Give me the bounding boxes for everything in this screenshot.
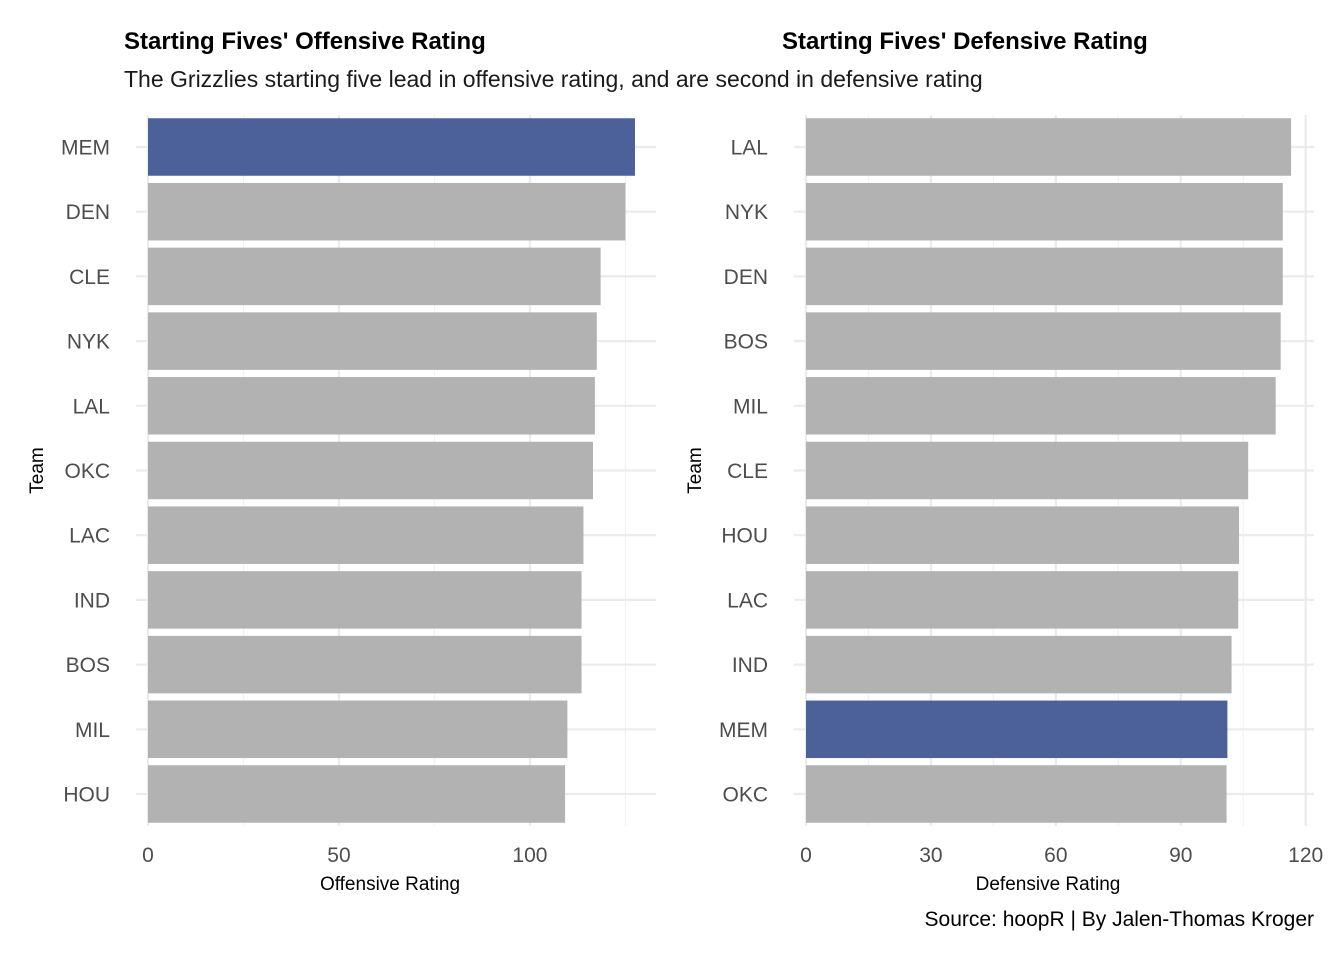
defensive-rating-panel: 0 30 60 90 120 LAL NYK DEN BOS MIL CLE HOU LAC IND MEM…: [685, 115, 1323, 895]
offensive-bar-nyk: [148, 312, 597, 370]
defensive-bar-mem: [806, 700, 1228, 759]
offensive-bar-mil: [148, 700, 568, 759]
defensive-bar-ind: [806, 635, 1232, 694]
offensive-x-tick-label: 50: [327, 844, 350, 867]
offensive-y-tick-label: NYK: [67, 331, 110, 354]
defensive-x-tick-label: 120: [1288, 844, 1323, 867]
defensive-chart-title: Starting Fives' Defensive Rating: [782, 28, 1148, 55]
offensive-chart-title: Starting Fives' Offensive Rating: [124, 28, 486, 55]
offensive-y-tick-label: MIL: [75, 719, 110, 742]
defensive-bar-hou: [806, 506, 1240, 564]
chart-caption: Source: hoopR | By Jalen-Thomas Kroger: [925, 908, 1314, 931]
defensive-y-tick-label: HOU: [721, 525, 768, 548]
offensive-bar-lac: [148, 506, 584, 564]
defensive-bar-lac: [806, 571, 1239, 629]
offensive-bar-okc: [148, 441, 593, 500]
defensive-bar-lal: [806, 118, 1292, 176]
offensive-bar-mem: [148, 118, 635, 176]
offensive-bar-cle: [148, 247, 601, 306]
defensive-bar-cle: [806, 441, 1249, 500]
defensive-bar-okc: [806, 765, 1227, 823]
offensive-y-tick-label: BOS: [66, 654, 110, 677]
defensive-bar-mil: [806, 377, 1276, 435]
offensive-x-axis-label: Offensive Rating: [320, 874, 460, 895]
defensive-y-tick-label: IND: [732, 654, 768, 677]
defensive-y-tick-label: CLE: [727, 460, 768, 483]
offensive-y-axis-label: Team: [27, 447, 48, 493]
offensive-y-tick-label: HOU: [63, 784, 110, 807]
offensive-bar-hou: [148, 765, 566, 823]
defensive-y-tick-label: OKC: [722, 784, 768, 807]
offensive-rating-panel: 0 50 100 MEM DEN CLE NYK LAL OKC LAC IND BOS MIL HOU O…: [27, 115, 656, 895]
offensive-x-tick-label: 100: [512, 844, 547, 867]
defensive-x-tick-label: 90: [1169, 844, 1192, 867]
offensive-bar-lal: [148, 377, 595, 435]
defensive-y-tick-label: DEN: [724, 266, 768, 289]
offensive-y-tick-label: DEN: [66, 201, 110, 224]
defensive-y-tick-label: MEM: [719, 719, 768, 742]
defensive-y-tick-label: NYK: [725, 201, 768, 224]
offensive-bar-ind: [148, 571, 582, 629]
offensive-y-tick-label: OKC: [64, 460, 110, 483]
offensive-y-tick-label: CLE: [69, 266, 110, 289]
defensive-bar-den: [806, 247, 1283, 306]
offensive-y-tick-label: LAL: [73, 395, 110, 418]
offensive-y-tick-label: LAC: [69, 525, 110, 548]
offensive-bar-bos: [148, 635, 582, 694]
offensive-bar-den: [148, 182, 626, 241]
defensive-x-tick-label: 60: [1044, 844, 1067, 867]
defensive-y-axis-label: Team: [685, 447, 706, 493]
defensive-y-tick-label: BOS: [724, 331, 768, 354]
defensive-bar-nyk: [806, 182, 1283, 241]
defensive-x-tick-label: 0: [800, 844, 812, 867]
defensive-x-tick-label: 30: [919, 844, 942, 867]
offensive-y-tick-label: MEM: [61, 137, 110, 160]
defensive-y-tick-label: LAC: [727, 589, 768, 612]
defensive-y-tick-label: LAL: [731, 137, 768, 160]
defensive-x-axis-label: Defensive Rating: [976, 874, 1121, 895]
defensive-bar-bos: [806, 312, 1281, 370]
defensive-y-tick-label: MIL: [733, 395, 768, 418]
offensive-x-tick-label: 0: [142, 844, 154, 867]
chart-subtitle: The Grizzlies starting five lead in offe…: [124, 66, 983, 92]
offensive-y-tick-label: IND: [74, 589, 110, 612]
